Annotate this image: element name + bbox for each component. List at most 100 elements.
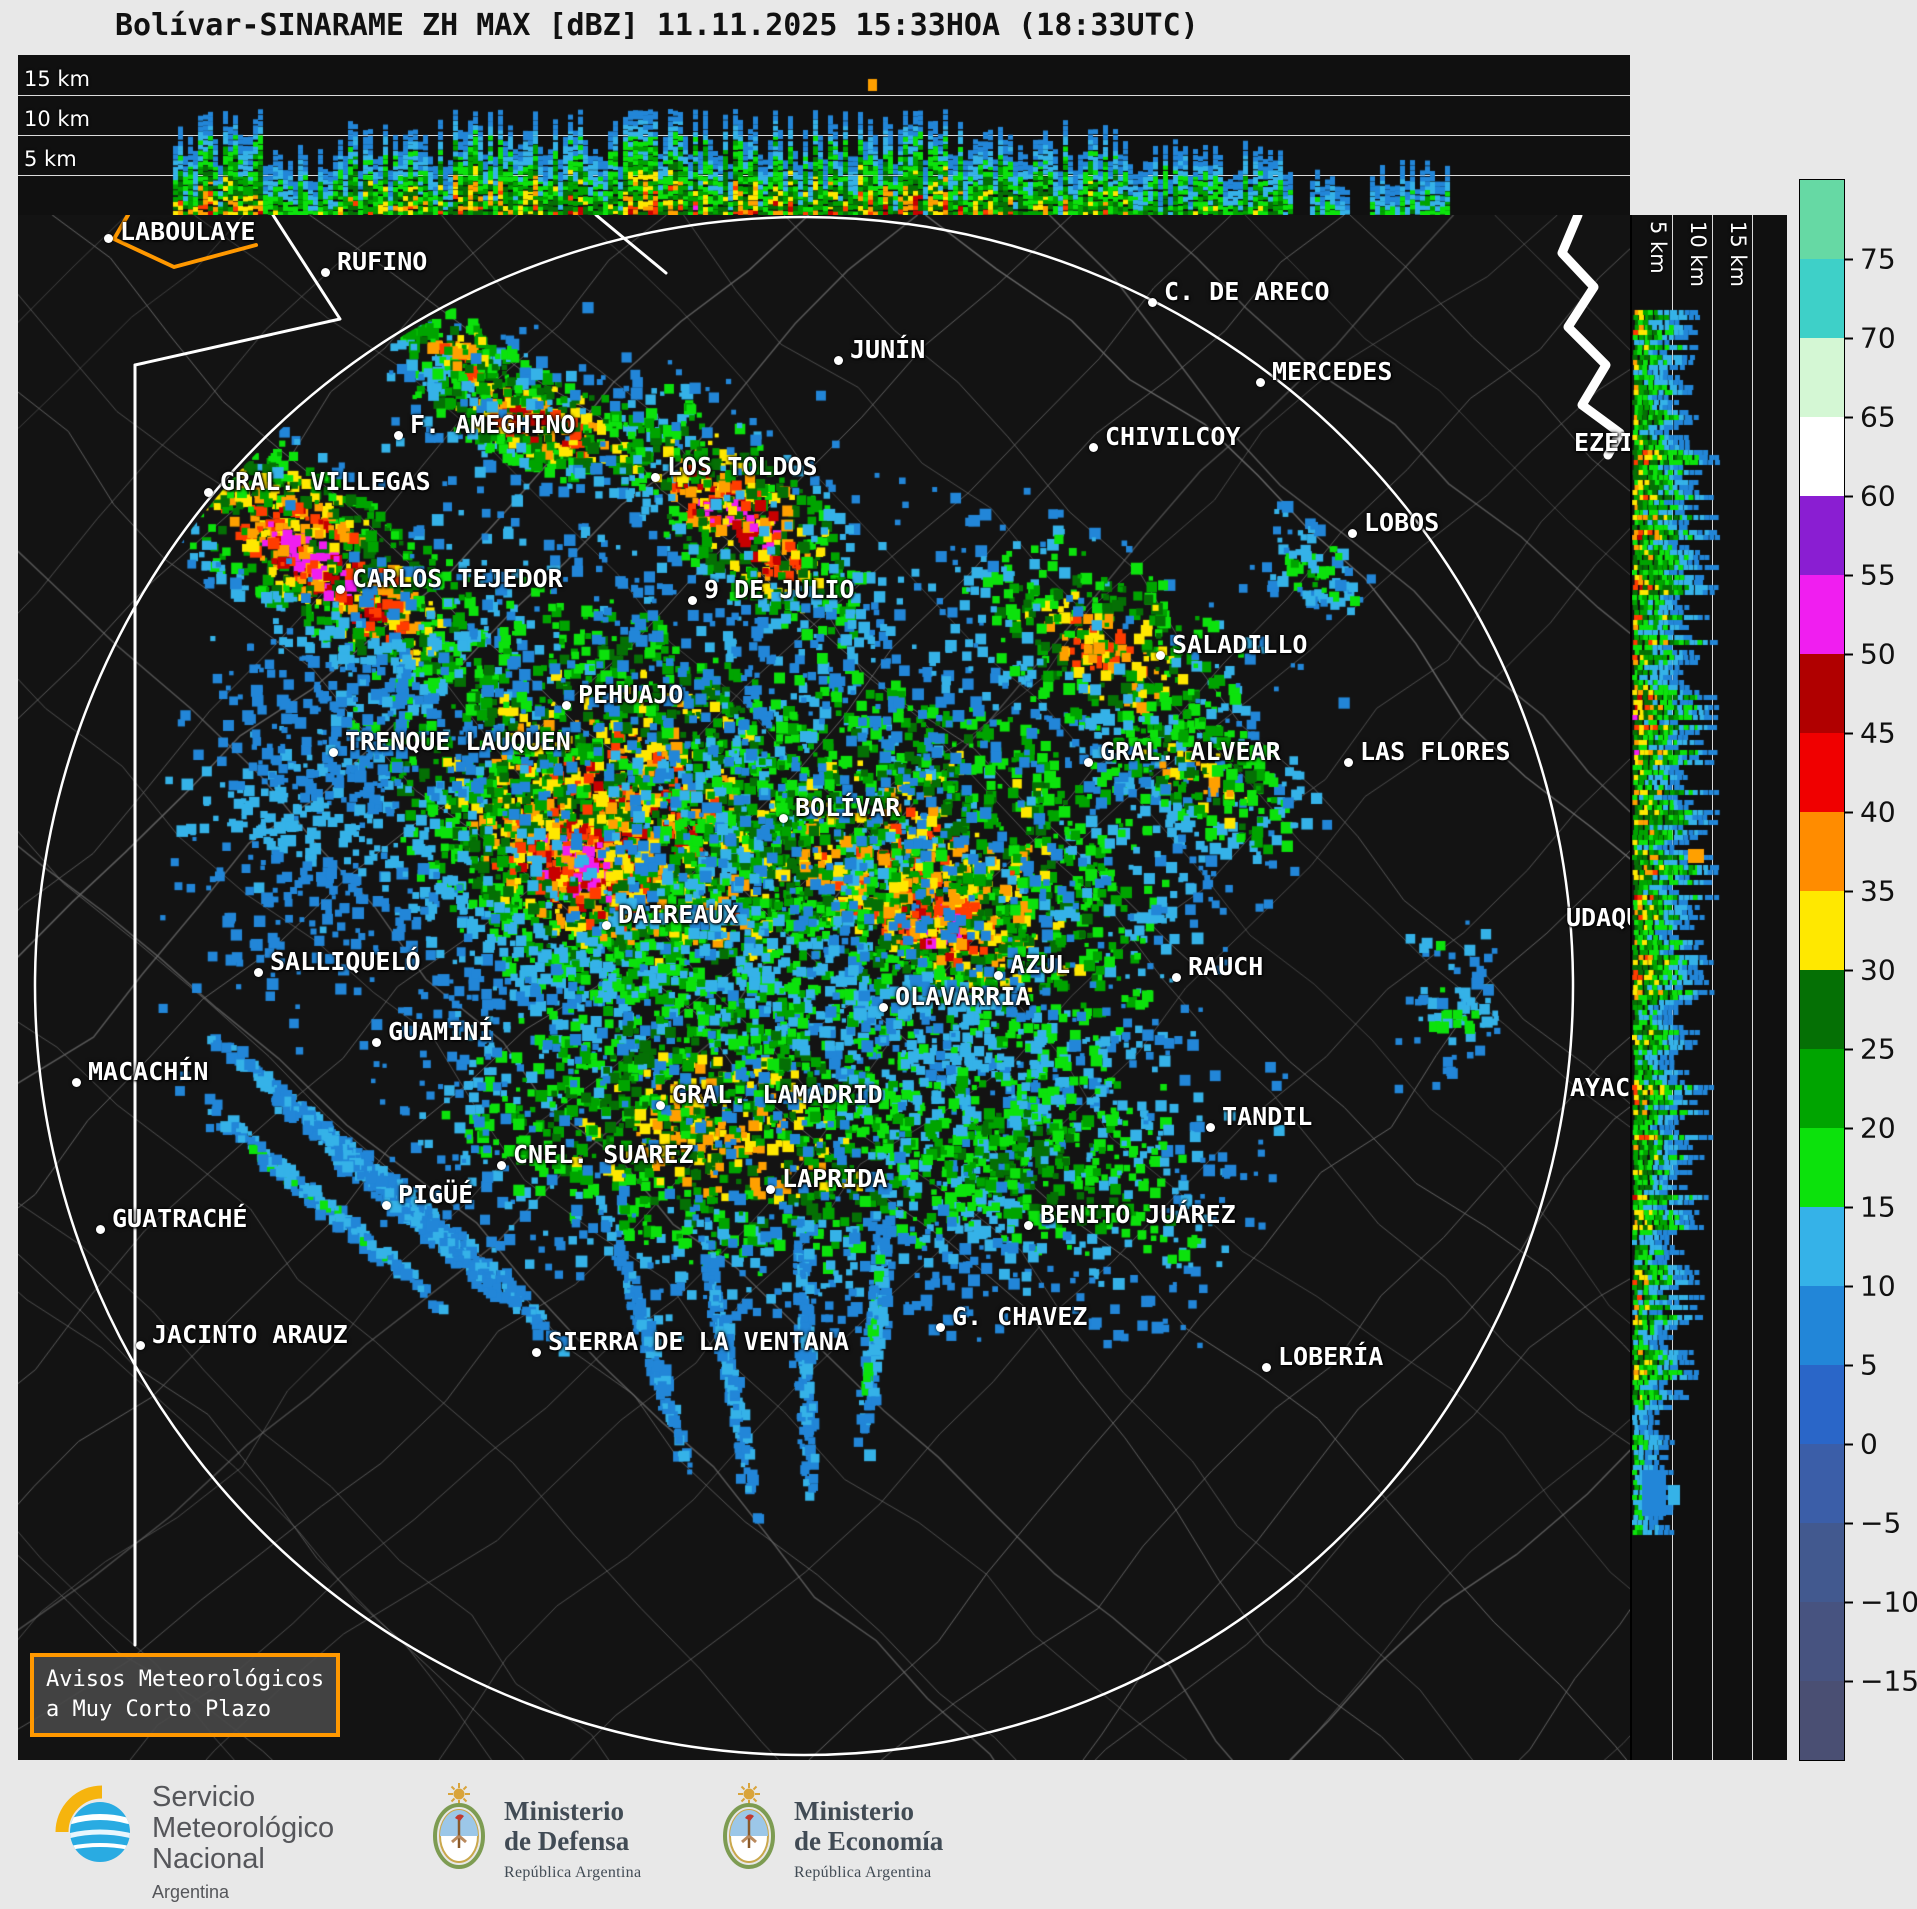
smn-wordmark: Servicio Meteorológico Nacional Argentin… — [152, 1782, 334, 1903]
colorbar-tick: 0 — [1844, 1428, 1878, 1461]
colorbar-tick: −10 — [1844, 1586, 1917, 1619]
colorbar-segment — [1800, 970, 1844, 1049]
side-cross-section-canvas — [1632, 215, 1787, 1760]
city-dot — [372, 1038, 381, 1047]
defensa-country: República Argentina — [504, 1864, 642, 1881]
city-label: JACINTO ARAUZ — [152, 1320, 348, 1349]
city-label: SIERRA DE LA VENTANA — [548, 1327, 850, 1356]
colorbar-segment — [1800, 575, 1844, 654]
city-label: JUNÍN — [850, 335, 926, 364]
colorbar-tick: 35 — [1844, 875, 1896, 908]
colorbar-tick: 65 — [1844, 401, 1896, 434]
colorbar-tick: 10 — [1844, 1270, 1896, 1303]
side-axis-label-10km: 10 km — [1686, 221, 1710, 288]
colorbar-tick-label: 30 — [1860, 953, 1896, 987]
city-label: TRENQUE LAUQUEN — [345, 727, 571, 756]
city-dot — [254, 968, 263, 977]
city-dot — [394, 431, 403, 440]
colorbar-tick-label: 45 — [1860, 716, 1896, 750]
city-dot — [382, 1201, 391, 1210]
top-cross-section-canvas — [18, 55, 1630, 215]
top-axis-label-15km: 15 km — [24, 67, 91, 91]
city-dot — [1156, 651, 1165, 660]
colorbar-tick: 20 — [1844, 1112, 1896, 1145]
colorbar-tick-mark — [1844, 416, 1853, 418]
city-label: MERCEDES — [1272, 357, 1393, 386]
smn-name-line-1: Servicio — [152, 1781, 256, 1813]
city-dot — [1256, 378, 1265, 387]
city-label: 9 DE JULIO — [704, 575, 855, 604]
colorbar-segment — [1800, 417, 1844, 496]
city-label: LOBERÍA — [1278, 1342, 1384, 1371]
colorbar-tick-mark — [1844, 495, 1853, 497]
side-cross-section-panel: 5 km 10 km 15 km — [1630, 215, 1787, 1760]
colorbar-segment — [1800, 1049, 1844, 1128]
colorbar-segment — [1800, 733, 1844, 812]
city-dot — [532, 1348, 541, 1357]
smn-logo — [55, 1785, 130, 1862]
city-dot — [656, 1101, 665, 1110]
colorbar-tick-mark — [1844, 1443, 1853, 1445]
colorbar-tick-label: 65 — [1860, 400, 1896, 434]
colorbar-tick-mark — [1844, 1127, 1853, 1129]
colorbar-tick-mark — [1844, 1206, 1853, 1208]
city-label: GRAL. ALVEAR — [1100, 737, 1281, 766]
city-label: LOBOS — [1364, 508, 1440, 537]
city-dot — [1344, 758, 1353, 767]
smn-name-line-3: Nacional — [152, 1843, 265, 1875]
city-label: AYACUCHO — [1570, 1073, 1630, 1102]
city-dot — [336, 585, 345, 594]
colorbar-tick: 60 — [1844, 480, 1896, 513]
colorbar-tick: 5 — [1844, 1349, 1878, 1382]
colorbar-tick-label: 75 — [1860, 242, 1896, 276]
colorbar-tick-label: −5 — [1860, 1506, 1902, 1540]
city-dot — [72, 1078, 81, 1087]
warning-line1: Avisos Meteorológicos — [46, 1667, 325, 1692]
colorbar-tick-mark — [1844, 258, 1853, 260]
colorbar-tick-mark — [1844, 1285, 1853, 1287]
colorbar-segment — [1800, 1523, 1844, 1602]
top-axis-label-10km: 10 km — [24, 107, 91, 131]
defensa-line-2: de Defensa — [504, 1826, 630, 1856]
colorbar-tick-label: 20 — [1860, 1111, 1896, 1145]
colorbar-segment — [1800, 338, 1844, 417]
colorbar-tick: 55 — [1844, 559, 1896, 592]
colorbar-tick: 45 — [1844, 717, 1896, 750]
city-label: TANDIL — [1222, 1102, 1313, 1131]
colorbar-tick: 40 — [1844, 796, 1896, 829]
colorbar-tick-mark — [1844, 1680, 1853, 1682]
colorbar-tick-label: −10 — [1860, 1585, 1917, 1619]
colorbar-tick-mark — [1844, 890, 1853, 892]
defensa-line-1: Ministerio — [504, 1796, 624, 1826]
colorbar-tick-mark — [1844, 969, 1853, 971]
city-label: LABOULAYE — [120, 217, 256, 246]
city-dot — [497, 1161, 506, 1170]
colorbar-tick-label: 5 — [1860, 1348, 1878, 1382]
colorbar: 75 70 65 60 55 50 45 40 35 30 25 20 15 10 5 0 −5 −10 −15 — [1799, 179, 1917, 1761]
colorbar-tick: 70 — [1844, 322, 1896, 355]
city-label: SALADILLO — [1172, 630, 1308, 659]
city-dot — [321, 268, 330, 277]
city-dot — [1172, 973, 1181, 982]
colorbar-tick: 25 — [1844, 1033, 1896, 1066]
city-label: AZUL — [1010, 950, 1071, 979]
city-label: G. CHAVEZ — [952, 1302, 1088, 1331]
colorbar-tick-mark — [1844, 1522, 1853, 1524]
economia-line-1: Ministerio — [794, 1796, 914, 1826]
colorbar-tick-label: 70 — [1860, 321, 1896, 355]
economia-country: República Argentina — [794, 1864, 932, 1881]
defensa-coat-of-arms — [433, 1783, 485, 1869]
colorbar-tick-mark — [1844, 1364, 1853, 1366]
city-dot — [329, 748, 338, 757]
city-label: F. AMEGHINO — [410, 410, 576, 439]
city-dot — [1084, 758, 1093, 767]
warning-box: Avisos Meteorológicos a Muy Corto Plazo — [30, 1653, 341, 1737]
city-dot — [834, 356, 843, 365]
map-panel: LABOULAYE RUFINO C. DE ARECO JUNÍN MERCEDES F… — [18, 215, 1630, 1760]
city-dot — [1262, 1363, 1271, 1372]
city-dot — [562, 701, 571, 710]
city-label: GRAL. VILLEGAS — [220, 467, 431, 496]
city-label: BOLÍVAR — [795, 793, 901, 822]
city-label: UDAQUIOLA — [1566, 903, 1630, 932]
